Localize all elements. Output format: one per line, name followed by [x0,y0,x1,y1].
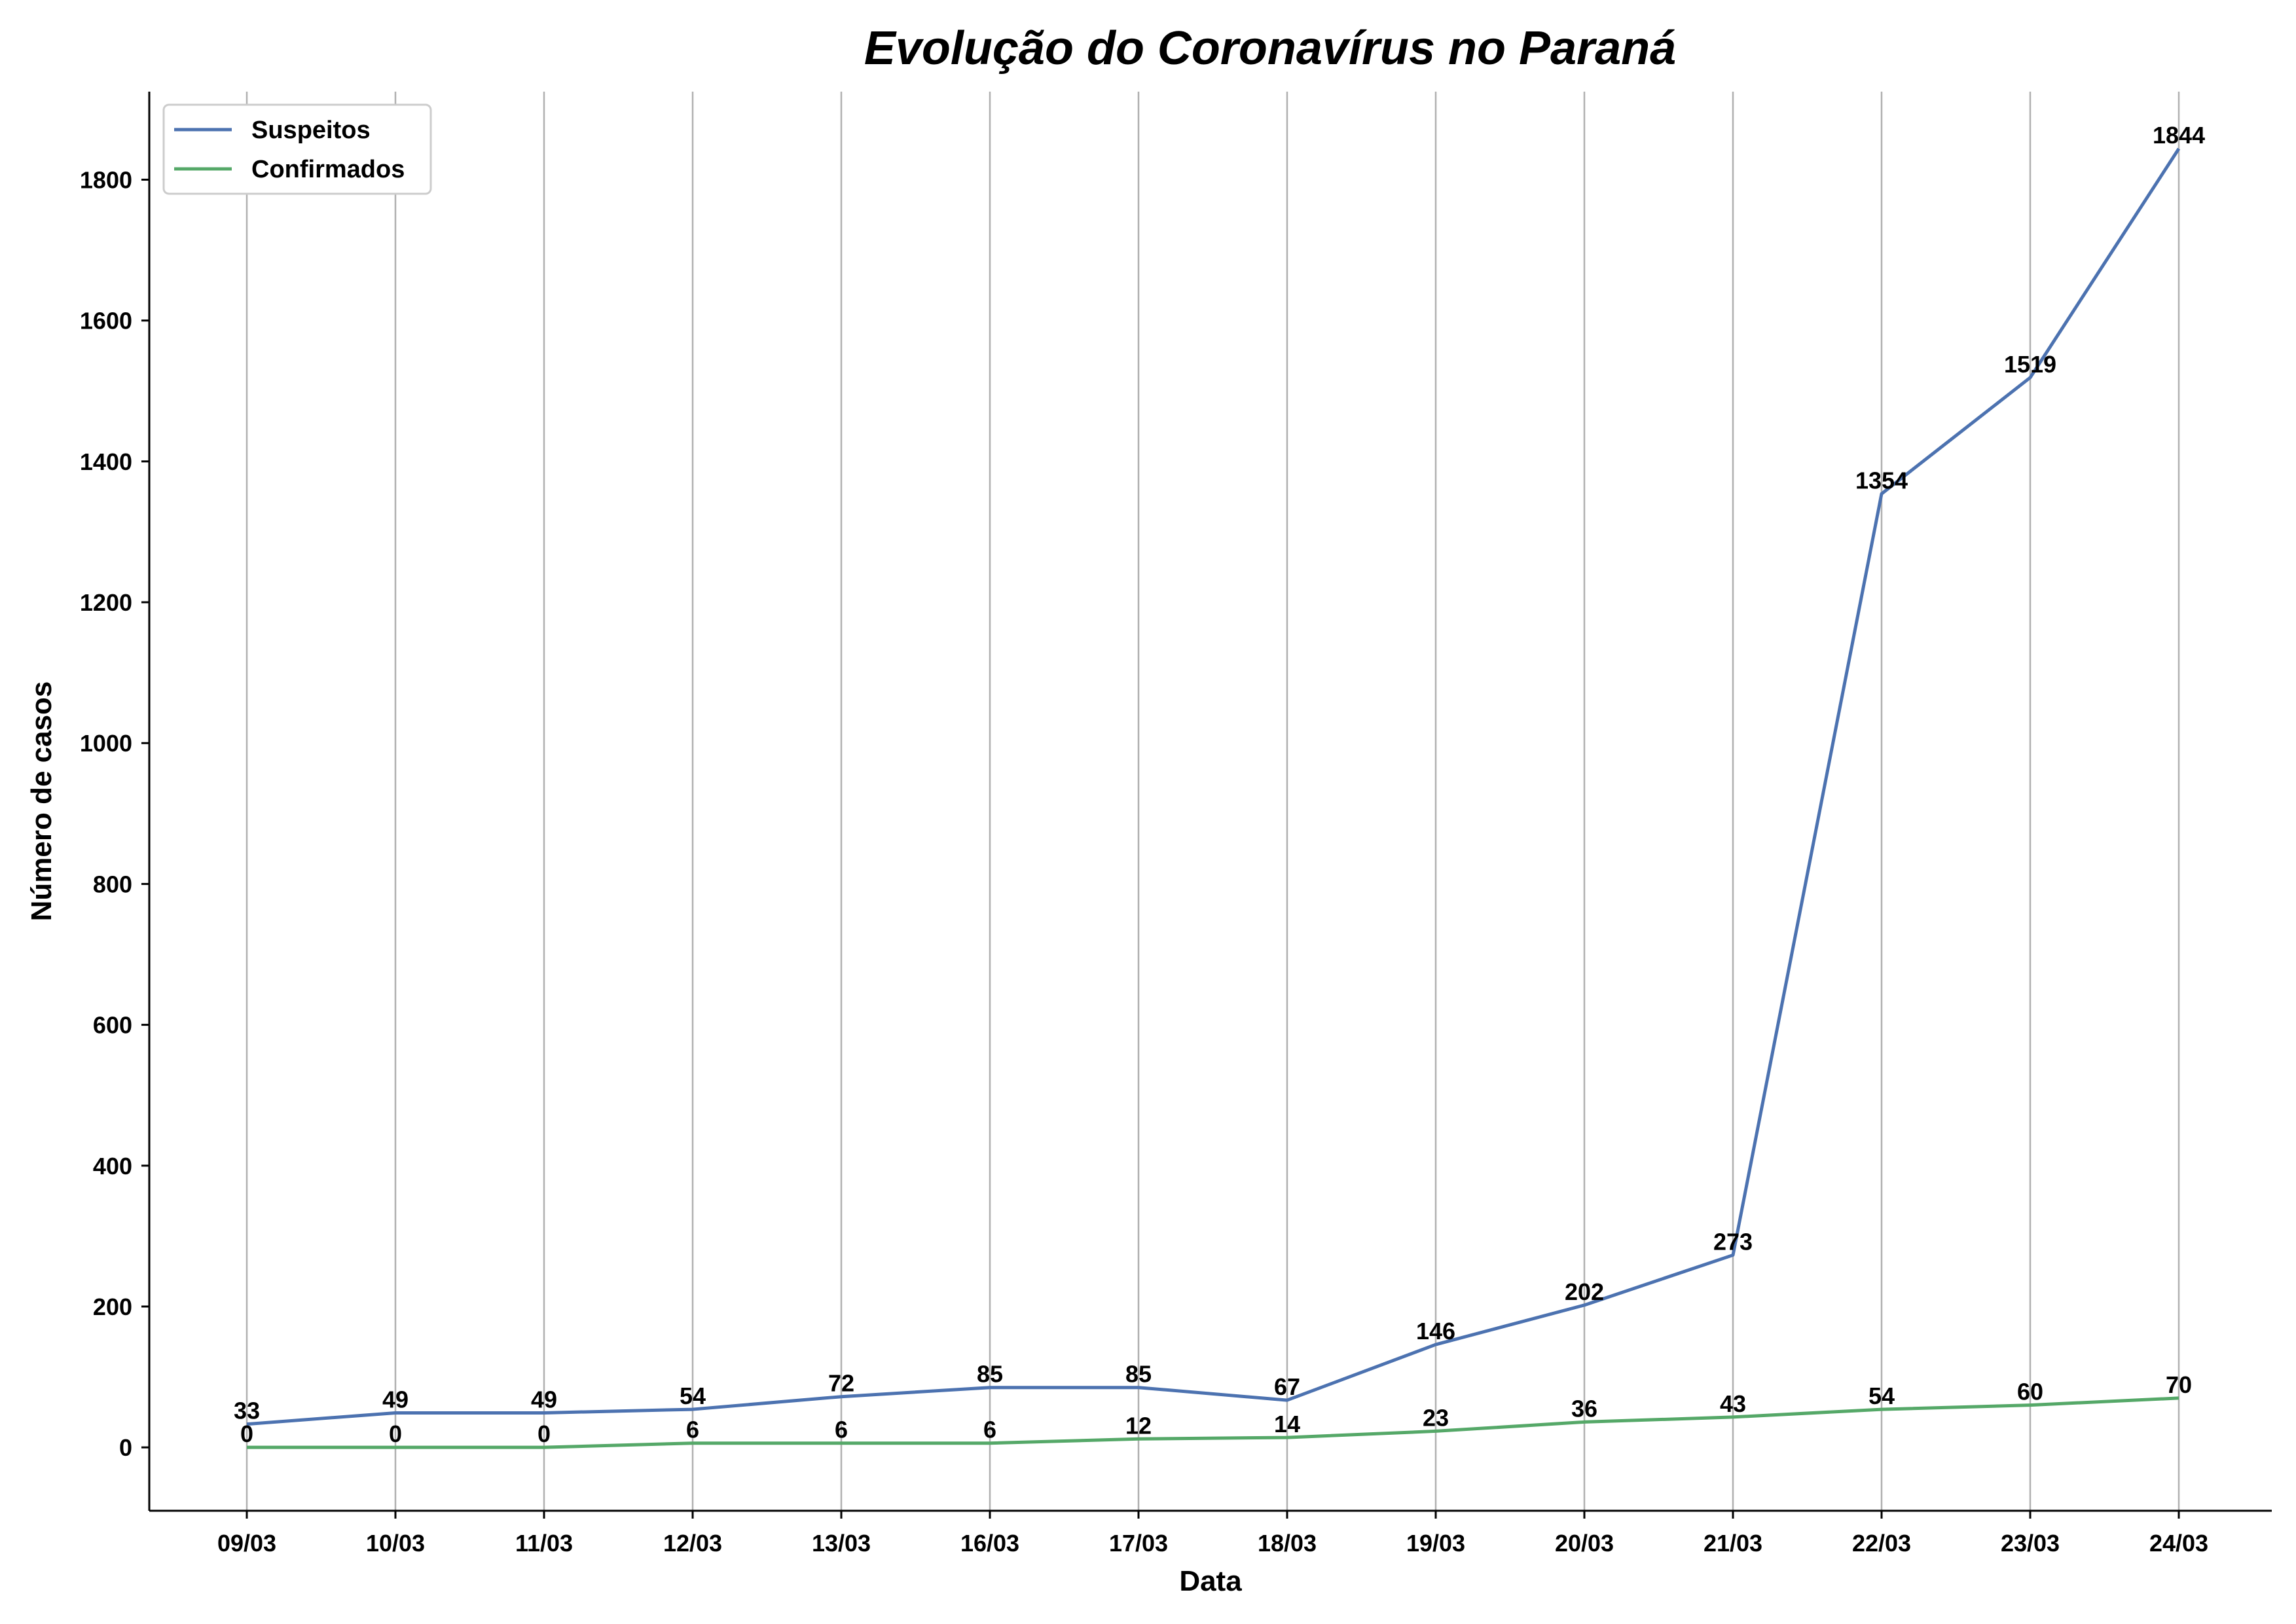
data-label: 273 [1713,1228,1753,1255]
x-tick-label: 21/03 [1704,1530,1762,1557]
x-tick-label: 10/03 [366,1530,425,1557]
y-tick-label: 400 [93,1153,132,1180]
data-label: 1844 [2153,122,2205,149]
data-label: 70 [2166,1371,2192,1398]
data-label: 49 [382,1386,409,1413]
data-label: 85 [977,1361,1003,1388]
data-label: 202 [1565,1278,1604,1305]
x-tick-label: 20/03 [1555,1530,1614,1557]
data-label: 49 [531,1386,557,1413]
x-tick-label: 12/03 [663,1530,722,1557]
series-line-confirmados [247,1396,2179,1449]
data-label: 85 [1125,1361,1152,1388]
x-tick-label: 23/03 [2001,1530,2060,1557]
data-label: 33 [234,1398,260,1424]
x-tick-label: 17/03 [1109,1530,1168,1557]
y-tick-label: 1000 [80,730,132,757]
series-lines [246,147,2181,1449]
y-tick-label: 1400 [80,448,132,475]
x-tick-label: 16/03 [960,1530,1019,1557]
x-axis-label: Data [1179,1565,1242,1597]
data-label: 43 [1720,1390,1746,1417]
data-label: 54 [1868,1382,1895,1409]
legend-label: Confirmados [251,156,405,183]
data-label: 6 [983,1416,996,1443]
data-label: 60 [2017,1379,2043,1405]
vertical-gridlines [246,92,2180,1511]
data-label: 0 [538,1420,551,1447]
x-tick-label: 22/03 [1852,1530,1911,1557]
x-tick-label: 18/03 [1258,1530,1317,1557]
y-axis-ticks: 0 200 400 600 800 1000 1200 1400 1600 1800 [80,166,149,1461]
y-tick-label: 0 [119,1434,132,1461]
legend: Suspeitos Confirmados [162,103,432,195]
data-label: 6 [686,1416,699,1443]
x-tick-label: 11/03 [515,1530,573,1557]
data-label: 54 [680,1382,706,1409]
data-label: 0 [240,1420,253,1447]
data-label: 14 [1274,1411,1300,1437]
chart-title: Evolução do Coronavírus no Paraná [864,22,1676,75]
x-tick-label: 24/03 [2149,1530,2208,1557]
data-label: 12 [1125,1412,1152,1439]
y-tick-label: 1600 [80,308,132,334]
y-axis-label: Número de casos [26,681,58,922]
data-label: 36 [1571,1395,1597,1422]
data-label: 72 [828,1370,854,1397]
data-label: 23 [1423,1404,1449,1431]
data-label: 146 [1416,1318,1455,1344]
series-line-suspeitos [246,147,2181,1426]
y-tick-label: 1200 [80,589,132,616]
data-label: 67 [1274,1373,1300,1400]
y-tick-label: 800 [93,871,132,897]
data-label: 1519 [2004,351,2056,378]
data-label: 1354 [1855,467,1908,494]
data-label: 6 [835,1416,848,1443]
y-tick-label: 600 [93,1012,132,1039]
y-tick-label: 200 [93,1293,132,1320]
x-tick-label: 09/03 [217,1530,276,1557]
x-tick-label: 13/03 [812,1530,871,1557]
legend-frame [162,103,432,195]
data-label: 0 [389,1420,402,1447]
legend-label: Suspeitos [251,117,371,144]
y-tick-label: 1800 [80,166,132,193]
x-axis-ticks: 09/03 10/03 11/03 12/03 13/03 16/03 17/03 18/03… [217,1511,2208,1557]
x-tick-label: 19/03 [1406,1530,1465,1557]
